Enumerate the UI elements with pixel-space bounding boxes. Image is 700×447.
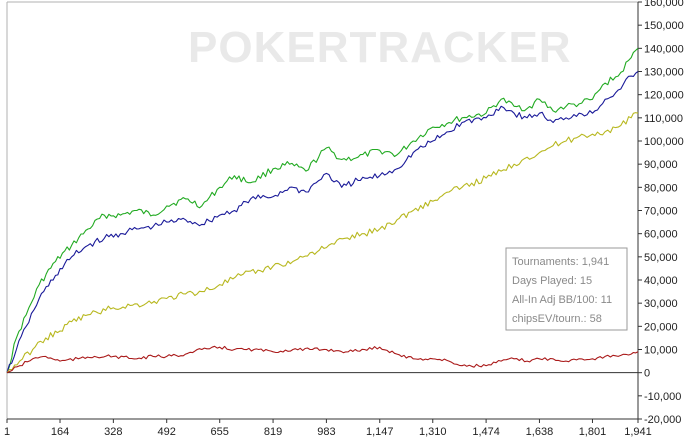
y-tick-label: -10,000: [644, 391, 681, 403]
x-tick-label: 492: [158, 426, 176, 438]
x-tick-label: 1: [4, 426, 10, 438]
x-tick-label: 328: [104, 426, 122, 438]
y-tick-label: 140,000: [644, 43, 684, 55]
stats-box-frame: [505, 247, 628, 331]
axes: -20,000 -10,000 0 10,000 20,000 30,000 40,000 5…: [4, 0, 684, 438]
y-tick-label: 150,000: [644, 20, 684, 32]
y-tick-label: 20,000: [644, 321, 678, 333]
x-tick-label: 1,474: [472, 426, 500, 438]
stats-days-played: Days Played: 15: [512, 275, 592, 287]
y-tick-label: 50,000: [644, 252, 678, 264]
x-tick-label: 1,801: [579, 426, 607, 438]
y-tick-label: 90,000: [644, 159, 678, 171]
x-tick-label: 164: [51, 426, 69, 438]
y-tick-label: 0: [644, 368, 650, 380]
x-tick-label: 819: [264, 426, 282, 438]
series-line-2: [6, 112, 639, 374]
y-tick-label: 100,000: [644, 136, 684, 148]
y-tick-label: 40,000: [644, 275, 678, 287]
y-tick-label: 60,000: [644, 229, 678, 241]
y-tick-label: 160,000: [644, 0, 684, 9]
watermark-logo: POKERTRACKER: [188, 23, 572, 72]
series-layer: [6, 47, 639, 374]
y-tick-label: 80,000: [644, 182, 678, 194]
x-tick-label: 1,310: [419, 426, 447, 438]
y-tick-label: 120,000: [644, 90, 684, 102]
y-tick-label: -20,000: [644, 414, 681, 426]
x-tick-label: 1,147: [366, 426, 394, 438]
stats-tournaments: Tournaments: 1,941: [512, 256, 609, 268]
y-tick-label: 110,000: [644, 113, 683, 125]
series-line-0: [6, 47, 639, 373]
stats-chips-ev: chipsEV/tourn.: 58: [512, 313, 602, 325]
y-tick-label: 10,000: [644, 345, 678, 357]
x-tick-label: 983: [317, 426, 335, 438]
y-tick-label: 130,000: [644, 67, 684, 79]
x-tick-label: 1,638: [526, 426, 554, 438]
series-line-1: [6, 71, 639, 373]
stats-box: Tournaments: 1,941 Days Played: 15 All-I…: [505, 247, 628, 331]
x-tick-label: 655: [211, 426, 229, 438]
stats-allin-bb100: All-In Adj BB/100: 11: [512, 294, 612, 306]
y-tick-label: 30,000: [644, 298, 678, 310]
series-line-3: [6, 345, 639, 374]
x-tick-label: 1,941: [624, 426, 652, 438]
y-tick-label: 70,000: [644, 206, 678, 218]
watermark-text: POKERTRACKER: [188, 23, 572, 72]
